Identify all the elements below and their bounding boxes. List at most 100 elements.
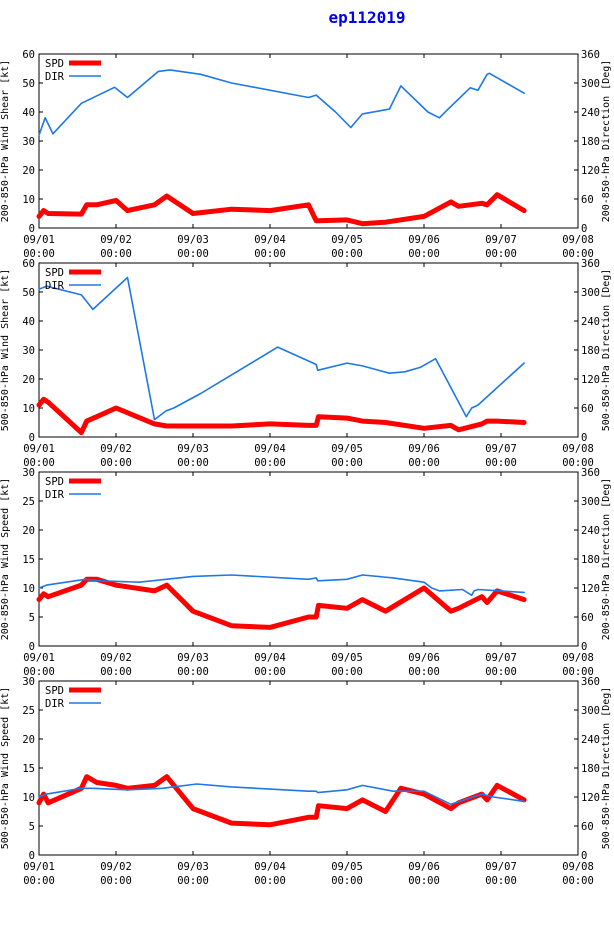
x-tick-label-date: 09/06: [408, 861, 440, 873]
x-tick-label-time: 00:00: [100, 666, 132, 678]
x-tick-label-time: 00:00: [562, 666, 594, 678]
right-tick-label: 300: [581, 78, 600, 90]
x-tick-label-date: 09/01: [23, 861, 55, 873]
x-tick-label-time: 00:00: [485, 457, 517, 469]
x-tick-label-date: 09/03: [177, 652, 209, 664]
x-tick-label-time: 00:00: [23, 666, 55, 678]
right-tick-label: 360: [581, 49, 600, 61]
legend-label-dir: DIR: [45, 489, 65, 501]
x-tick-label-time: 00:00: [254, 457, 286, 469]
right-tick-label: 240: [581, 316, 600, 328]
legend-label-spd: SPD: [45, 685, 64, 697]
x-tick-label-time: 00:00: [23, 457, 55, 469]
x-tick-label-time: 00:00: [331, 875, 363, 887]
x-tick-label-time: 00:00: [331, 248, 363, 260]
right-tick-label: 300: [581, 496, 600, 508]
legend-label-spd: SPD: [45, 267, 64, 279]
x-tick-label-time: 00:00: [254, 875, 286, 887]
x-tick-label-date: 09/04: [254, 861, 286, 873]
right-tick-label: 120: [581, 583, 600, 595]
right-tick-label: 180: [581, 345, 600, 357]
x-tick-label-date: 09/07: [485, 443, 517, 455]
x-tick-label-date: 09/01: [23, 234, 55, 246]
left-tick-label: 50: [22, 78, 35, 90]
chart-panel-3: 05101520253006012018024030036009/0100:00…: [0, 467, 612, 678]
y-axis-label-right: 500-850-hPa Direction [Deg]: [601, 687, 612, 850]
x-tick-label-date: 09/05: [331, 861, 363, 873]
right-tick-label: 240: [581, 525, 600, 537]
x-tick-label-time: 00:00: [254, 666, 286, 678]
x-tick-label-time: 00:00: [100, 875, 132, 887]
x-tick-label-date: 09/07: [485, 234, 517, 246]
legend-label-dir: DIR: [45, 280, 65, 292]
left-tick-label: 25: [22, 705, 35, 717]
left-tick-label: 30: [22, 467, 35, 479]
y-axis-label-left: 500-850-hPa Wind Speed [kt]: [0, 687, 11, 850]
x-tick-label-time: 00:00: [485, 248, 517, 260]
right-tick-label: 300: [581, 705, 600, 717]
x-tick-label-time: 00:00: [562, 248, 594, 260]
y-axis-label-right: 200-850-hPa Direction [Deg]: [601, 478, 612, 641]
right-tick-label: 360: [581, 676, 600, 688]
right-tick-label: 0: [581, 223, 587, 235]
right-tick-label: 120: [581, 374, 600, 386]
right-tick-label: 240: [581, 107, 600, 119]
left-tick-label: 15: [22, 763, 35, 775]
series-line-spd: [36, 192, 527, 227]
x-tick-label-date: 09/08: [562, 652, 594, 664]
plot-frame: [38, 471, 579, 647]
x-tick-label-time: 00:00: [177, 666, 209, 678]
x-tick-label-date: 09/04: [254, 443, 286, 455]
y-axis-label-left: 500-850-hPa Wind Shear [kt]: [0, 269, 11, 432]
left-tick-label: 0: [29, 432, 35, 444]
right-tick-label: 360: [581, 258, 600, 270]
x-tick-label-date: 09/03: [177, 861, 209, 873]
y-axis-label-left: 200-850-hPa Wind Shear [kt]: [0, 60, 11, 223]
legend-label-spd: SPD: [45, 58, 64, 70]
left-tick-label: 20: [22, 374, 35, 386]
left-tick-label: 40: [22, 316, 35, 328]
x-tick-label-date: 09/06: [408, 234, 440, 246]
x-tick-label-date: 09/01: [23, 443, 55, 455]
left-tick-label: 10: [22, 194, 35, 206]
series-line-spd: [36, 396, 527, 436]
left-tick-label: 20: [22, 165, 35, 177]
chart-title: ep112019: [328, 8, 406, 27]
left-tick-label: 5: [29, 612, 35, 624]
x-tick-label-date: 09/03: [177, 443, 209, 455]
x-tick-label-date: 09/04: [254, 652, 286, 664]
legend-label-dir: DIR: [45, 71, 65, 83]
left-tick-label: 5: [29, 821, 35, 833]
right-tick-label: 120: [581, 165, 600, 177]
x-tick-label-date: 09/02: [100, 234, 132, 246]
legend-label-dir: DIR: [45, 698, 65, 710]
right-tick-label: 60: [581, 821, 594, 833]
left-tick-label: 40: [22, 107, 35, 119]
series-line-spd: [36, 576, 527, 630]
right-tick-label: 180: [581, 554, 600, 566]
x-tick-label-time: 00:00: [177, 248, 209, 260]
x-tick-label-time: 00:00: [23, 248, 55, 260]
left-tick-label: 10: [22, 403, 35, 415]
left-tick-label: 10: [22, 792, 35, 804]
x-tick-label-time: 00:00: [23, 875, 55, 887]
x-tick-label-time: 00:00: [485, 666, 517, 678]
right-tick-label: 180: [581, 136, 600, 148]
right-tick-label: 300: [581, 287, 600, 299]
x-tick-label-time: 00:00: [485, 875, 517, 887]
left-tick-label: 0: [29, 641, 35, 653]
series-line-dir: [38, 276, 525, 421]
x-tick-label-date: 09/07: [485, 861, 517, 873]
x-tick-label-date: 09/05: [331, 234, 363, 246]
y-axis-label-left: 200-850-hPa Wind Speed [kt]: [0, 478, 11, 641]
x-tick-label-date: 09/03: [177, 234, 209, 246]
x-tick-label-time: 00:00: [100, 248, 132, 260]
x-tick-label-date: 09/02: [100, 861, 132, 873]
x-tick-label-time: 00:00: [177, 875, 209, 887]
x-tick-label-date: 09/04: [254, 234, 286, 246]
series-line-dir: [38, 69, 525, 136]
x-tick-label-time: 00:00: [408, 457, 440, 469]
right-tick-label: 60: [581, 194, 594, 206]
right-tick-label: 0: [581, 641, 587, 653]
